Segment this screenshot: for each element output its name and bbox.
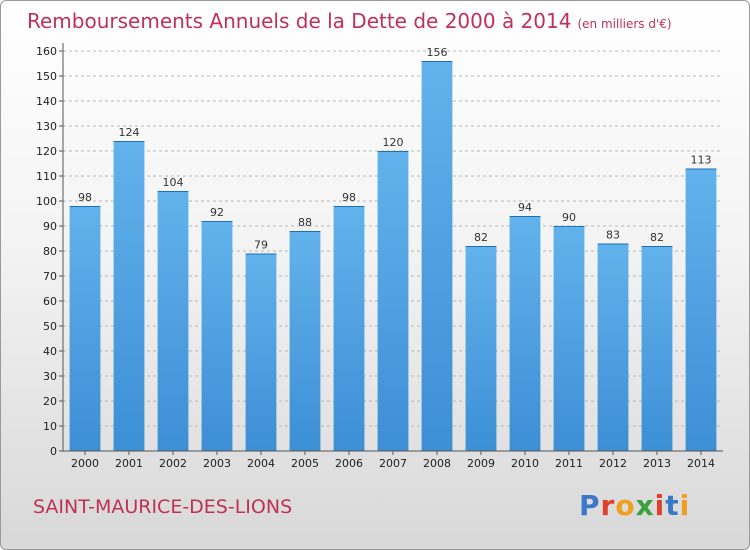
x-tick-label-2012: 2012 [599,457,627,470]
logo-letter: o [615,489,636,522]
data-label-2012: 83 [606,229,620,242]
x-tick-label-2009: 2009 [467,457,495,470]
bar-2001 [113,141,145,451]
logo-letter: x [635,489,655,522]
data-label-2003: 92 [210,206,224,219]
x-tick-label-2013: 2013 [643,457,671,470]
y-tick-label: 40 [43,345,57,358]
logo-letter: P [579,489,601,522]
logo-letter: i [679,489,691,522]
x-tick-label-2000: 2000 [71,457,99,470]
data-label-2013: 82 [650,231,664,244]
bar-2011 [553,226,585,451]
x-tick-label-2005: 2005 [291,457,319,470]
bar-2012 [597,243,629,451]
y-tick-label: 120 [36,145,57,158]
y-tick-label: 150 [36,70,57,83]
chart-unit-note: (en milliers d'€) [577,17,672,31]
y-tick-label: 130 [36,120,57,133]
data-label-2004: 79 [254,239,268,252]
y-tick-label: 80 [43,245,57,258]
y-tick-label: 0 [50,445,57,458]
bar-2005 [289,231,321,451]
logo-letter: t [665,489,680,522]
y-tick-label: 50 [43,320,57,333]
city-name: SAINT-MAURICE-DES-LIONS [33,496,293,518]
chart-title-text: Remboursements Annuels de la Dette de 20… [27,9,572,33]
y-tick-label: 60 [43,295,57,308]
x-tick-label-2003: 2003 [203,457,231,470]
data-label-2010: 94 [518,201,532,214]
bar-2000 [69,206,101,451]
bar-2002 [157,191,189,451]
x-tick-label-2014: 2014 [687,457,715,470]
data-label-2001: 124 [119,126,140,139]
bar-2010 [509,216,541,451]
y-tick-label: 20 [43,395,57,408]
data-label-2006: 98 [342,191,356,204]
x-tick-label-2001: 2001 [115,457,143,470]
y-tick-label: 140 [36,95,57,108]
data-label-2011: 90 [562,211,576,224]
x-tick-label-2004: 2004 [247,457,275,470]
x-tick-label-2007: 2007 [379,457,407,470]
x-tick-label-2008: 2008 [423,457,451,470]
x-tick-label-2011: 2011 [555,457,583,470]
bar-2004 [245,253,277,451]
y-tick-label: 160 [36,45,57,58]
data-label-2007: 120 [383,136,404,149]
bar-2008 [421,61,453,451]
y-tick-label: 30 [43,370,57,383]
bar-2013 [641,246,673,451]
y-tick-label: 100 [36,195,57,208]
y-tick-label: 90 [43,220,57,233]
y-tick-label: 70 [43,270,57,283]
bar-2009 [465,246,497,451]
x-tick-label-2010: 2010 [511,457,539,470]
x-tick-label-2006: 2006 [335,457,363,470]
data-label-2002: 104 [163,176,184,189]
bar-2007 [377,151,409,451]
y-tick-label: 110 [36,170,57,183]
chart-title: Remboursements Annuels de la Dette de 20… [27,9,672,33]
logo-letter: i [654,489,666,522]
data-label-2009: 82 [474,231,488,244]
bar-2003 [201,221,233,451]
data-label-2008: 156 [427,46,448,59]
data-label-2014: 113 [691,154,712,167]
logo-letter: r [600,489,616,522]
data-label-2000: 98 [78,191,92,204]
proxiti-logo: Proxiti [579,489,690,522]
bar-2014 [685,168,717,451]
x-tick-label-2002: 2002 [159,457,187,470]
y-tick-label: 10 [43,420,57,433]
data-label-2005: 88 [298,216,312,229]
bar-2006 [333,206,365,451]
